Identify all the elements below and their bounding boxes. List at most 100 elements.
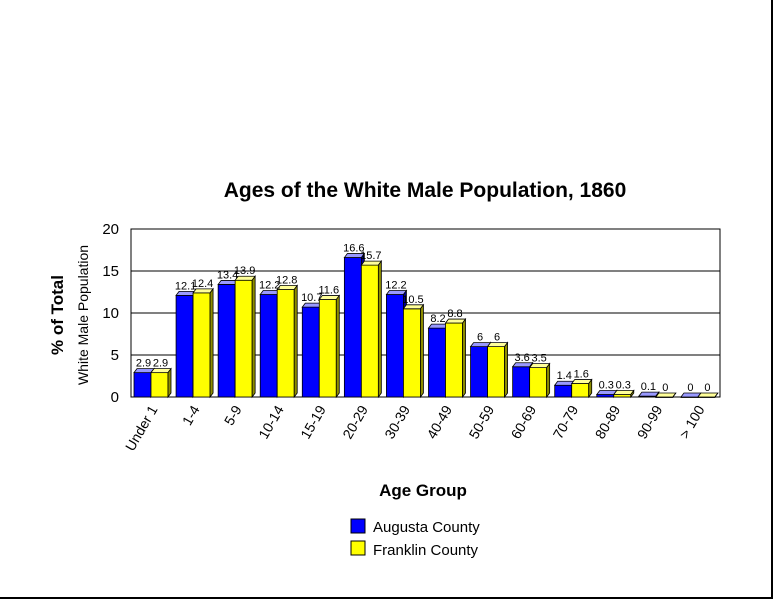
y-axis-subtitle: White Male Population: [75, 245, 91, 385]
legend-label-augusta: Augusta County: [373, 519, 480, 536]
bar-front: [554, 384, 573, 398]
legend-label-franklin: Franklin County: [373, 542, 479, 559]
x-tick-label: 60-69: [508, 402, 540, 441]
data-label: 0: [704, 382, 710, 394]
bar-side: [209, 287, 214, 399]
bar: [192, 287, 214, 399]
bar-front: [259, 294, 278, 398]
x-tick-label: 80-89: [592, 402, 624, 441]
legend: Augusta County Franklin County: [350, 518, 480, 559]
bar-front: [301, 306, 320, 398]
data-label: 1.6: [574, 369, 589, 381]
data-label: 12.8: [276, 274, 297, 286]
x-tick-label: 10-14: [255, 402, 287, 441]
bar: [638, 390, 660, 399]
bar-front: [150, 372, 169, 398]
bars: [133, 252, 719, 399]
bar-side: [714, 392, 719, 398]
data-label: 13.9: [234, 265, 255, 277]
data-label: 6: [494, 332, 500, 344]
bar-side: [504, 341, 508, 399]
y-tick-label: 0: [111, 389, 119, 406]
bar-front: [512, 366, 531, 398]
bar-front: [192, 292, 211, 398]
data-label: 16.6: [343, 243, 364, 255]
data-label: 3.5: [531, 353, 546, 365]
bar-front: [529, 367, 548, 398]
x-tick-label: > 100: [676, 402, 708, 441]
x-tick-label: 5-9: [221, 402, 245, 428]
x-tick-label: 1-4: [179, 402, 203, 428]
bar-front: [234, 279, 253, 398]
x-tick-label: 30-39: [381, 402, 413, 441]
bar: [655, 392, 677, 398]
x-tick-label: 50-59: [465, 402, 497, 441]
bar-side: [546, 362, 551, 399]
y-axis-title: % of Total: [48, 275, 67, 355]
bar-side: [377, 259, 382, 399]
data-label: 2.9: [153, 358, 168, 370]
bar-front: [360, 264, 379, 398]
bar-front: [571, 383, 590, 398]
bar-front: [487, 346, 505, 398]
bar: [150, 367, 172, 399]
data-label: 12.2: [259, 280, 280, 292]
bar-front: [470, 346, 488, 398]
bar: [360, 259, 383, 399]
data-label: 6: [477, 332, 483, 344]
bar-front: [386, 294, 404, 398]
legend-swatch-franklin: [350, 540, 366, 556]
data-label: 10.7: [301, 292, 322, 304]
data-label: 3.6: [514, 352, 529, 364]
bar-side: [420, 303, 424, 399]
data-labels: 2.9 2.912.112.413.413.912.212.810.711.616…: [136, 243, 711, 394]
bar-side: [462, 317, 466, 399]
data-label: 0.3: [616, 379, 631, 391]
data-label: 12.4: [192, 278, 213, 290]
x-axis-ticks: Under 1 1-4 5-9 10-14 15-19 20-29 30-39 40-49 50…: [122, 402, 708, 453]
bar-front: [133, 372, 152, 398]
data-label: 2.9: [136, 358, 151, 370]
data-label: 12.2: [385, 280, 406, 292]
y-tick-label: 5: [111, 347, 119, 364]
y-tick-label: 20: [102, 221, 119, 238]
bar-front: [428, 327, 446, 398]
data-label: 13.4: [217, 269, 238, 281]
bar-front: [175, 294, 194, 398]
bar: [402, 303, 425, 399]
bar: [570, 378, 593, 399]
bar-side: [293, 284, 298, 399]
bar-front: [403, 308, 421, 398]
bar-front: [318, 299, 337, 398]
data-label: 0: [662, 382, 668, 394]
data-label: 11.6: [318, 285, 339, 297]
bar-front: [276, 289, 295, 398]
y-tick-label: 15: [102, 263, 119, 280]
data-label: 12.1: [175, 280, 196, 292]
bar: [697, 392, 719, 398]
x-axis-title: Age Group: [379, 481, 467, 500]
x-tick-label: 90-99: [634, 402, 666, 441]
data-label: 8.2: [430, 313, 445, 325]
bar-side: [588, 378, 593, 399]
data-label: 10.5: [402, 294, 423, 306]
data-label: 0.3: [599, 379, 614, 391]
y-axis-ticks: 0 5 10 15 20: [102, 221, 119, 406]
bar-side: [672, 392, 677, 398]
bar-side: [251, 275, 256, 399]
bar: [612, 389, 635, 399]
data-label: 15.7: [360, 250, 381, 262]
data-label: 8.8: [447, 308, 462, 320]
bar: [234, 275, 256, 399]
x-tick-label: 40-49: [423, 402, 455, 441]
x-tick-label: Under 1: [122, 402, 161, 453]
bar-front: [343, 257, 362, 398]
legend-swatch-augusta: [350, 518, 366, 534]
x-tick-label: 15-19: [297, 402, 329, 441]
chart-title: Ages of the White Male Population, 1860: [224, 179, 627, 202]
bar-side: [630, 389, 635, 399]
bar: [276, 284, 299, 399]
data-label: 0.1: [641, 381, 656, 393]
x-tick-label: 20-29: [339, 402, 371, 441]
